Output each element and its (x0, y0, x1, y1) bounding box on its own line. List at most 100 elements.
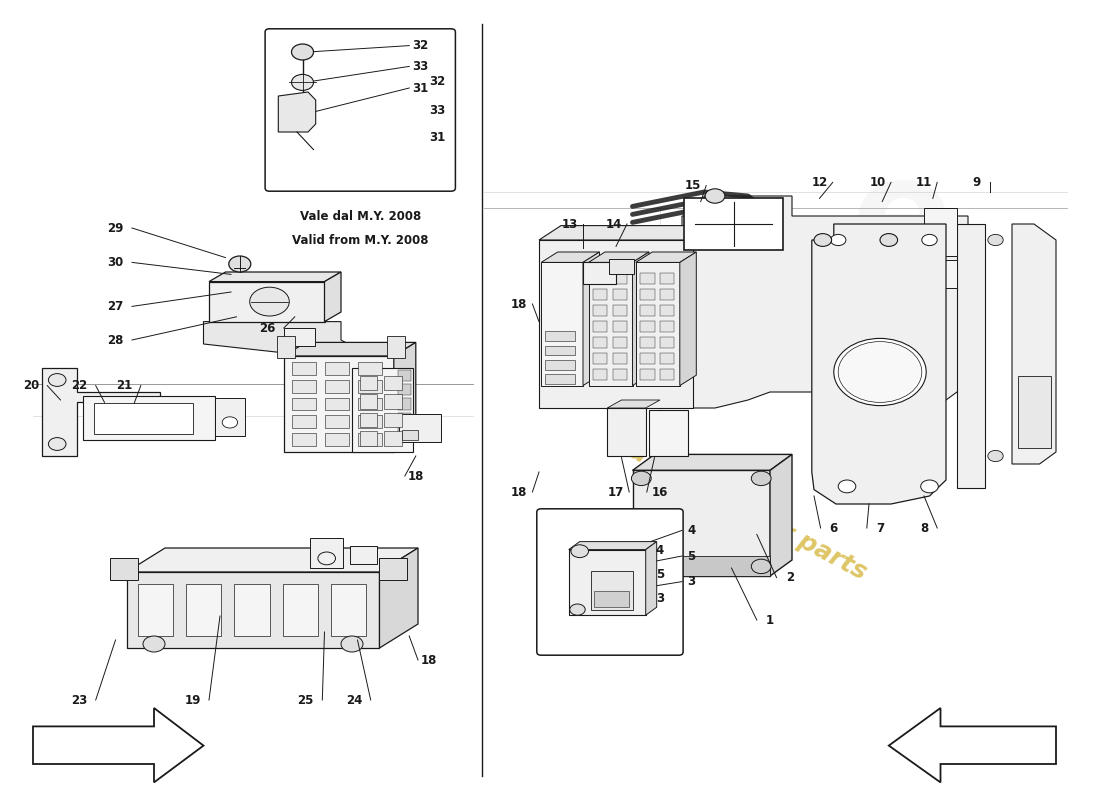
Text: 11: 11 (916, 176, 932, 189)
Bar (544, 346, 575, 355)
Bar (292, 433, 316, 446)
Bar (632, 556, 770, 576)
Bar (594, 591, 629, 607)
Bar (660, 305, 674, 316)
Text: 13: 13 (562, 218, 578, 230)
Polygon shape (284, 342, 416, 356)
Bar (640, 289, 654, 300)
Polygon shape (539, 226, 715, 240)
Polygon shape (636, 252, 696, 262)
Bar (358, 380, 382, 393)
Bar (541, 262, 583, 386)
Polygon shape (680, 252, 696, 386)
Bar (660, 369, 674, 380)
Text: 16: 16 (652, 486, 668, 498)
FancyBboxPatch shape (537, 509, 683, 655)
Text: 18: 18 (512, 298, 527, 310)
Text: 4: 4 (688, 524, 695, 537)
Text: 3: 3 (656, 592, 664, 605)
Bar (544, 374, 575, 384)
Polygon shape (646, 542, 657, 615)
Bar (613, 353, 627, 364)
Circle shape (751, 471, 771, 486)
Text: 10: 10 (870, 176, 886, 189)
Circle shape (830, 234, 846, 246)
Bar (660, 337, 674, 348)
Bar (593, 273, 607, 284)
Bar (358, 362, 382, 375)
Text: 31: 31 (412, 82, 429, 94)
Bar (640, 369, 654, 380)
Bar (310, 538, 343, 568)
Text: 25: 25 (298, 694, 314, 706)
Bar (588, 262, 632, 386)
Bar (209, 282, 324, 322)
Circle shape (838, 342, 922, 402)
Text: Vale dal M.Y. 2008: Vale dal M.Y. 2008 (299, 210, 421, 223)
Text: 1: 1 (766, 614, 774, 626)
Bar (593, 353, 607, 364)
Polygon shape (957, 224, 984, 488)
Bar (613, 305, 627, 316)
Bar (593, 321, 607, 332)
Text: Valid from M.Y. 2008: Valid from M.Y. 2008 (292, 234, 429, 247)
Bar (613, 369, 627, 380)
Circle shape (229, 256, 251, 272)
Polygon shape (889, 708, 1056, 782)
Bar (593, 289, 607, 300)
Bar (660, 353, 674, 364)
Text: 5: 5 (688, 550, 695, 562)
Text: 32: 32 (430, 75, 446, 88)
Bar (398, 398, 411, 410)
Circle shape (631, 559, 651, 574)
Bar (324, 433, 349, 446)
Circle shape (570, 604, 585, 615)
Polygon shape (541, 252, 600, 262)
Circle shape (571, 545, 588, 558)
Bar (358, 398, 382, 410)
Bar (324, 415, 349, 428)
Circle shape (48, 374, 66, 386)
Bar (384, 413, 402, 427)
Bar (350, 546, 377, 564)
Polygon shape (583, 252, 600, 386)
Text: 2: 2 (785, 571, 794, 584)
Circle shape (143, 636, 165, 652)
Text: 12: 12 (812, 176, 827, 189)
Bar (591, 571, 632, 610)
Text: e: e (850, 150, 954, 298)
Bar (924, 260, 957, 288)
Bar (398, 370, 411, 381)
Circle shape (222, 417, 238, 428)
Bar (292, 380, 316, 393)
Bar (544, 360, 575, 370)
Bar (640, 321, 654, 332)
Bar (593, 305, 607, 316)
Polygon shape (607, 400, 660, 408)
Bar (684, 198, 783, 250)
Polygon shape (1018, 376, 1050, 448)
Bar (360, 394, 377, 409)
Circle shape (48, 438, 66, 450)
Bar (593, 337, 607, 348)
Bar (660, 321, 674, 332)
Bar (384, 394, 402, 409)
Text: 31: 31 (430, 131, 446, 144)
Bar (636, 262, 680, 386)
Polygon shape (632, 252, 649, 386)
Bar (609, 259, 634, 274)
Circle shape (988, 234, 1003, 246)
Circle shape (880, 234, 898, 246)
Text: 33: 33 (412, 60, 429, 73)
Bar (110, 558, 138, 580)
Bar (398, 384, 411, 395)
Bar (324, 398, 349, 410)
Text: 15: 15 (685, 179, 701, 192)
Text: 5: 5 (656, 568, 664, 581)
Text: 7: 7 (876, 522, 884, 534)
Text: a passion for parts: a passion for parts (625, 439, 871, 585)
Bar (352, 368, 412, 452)
Bar (379, 558, 407, 580)
Text: 29: 29 (108, 222, 123, 234)
Bar (234, 584, 270, 636)
